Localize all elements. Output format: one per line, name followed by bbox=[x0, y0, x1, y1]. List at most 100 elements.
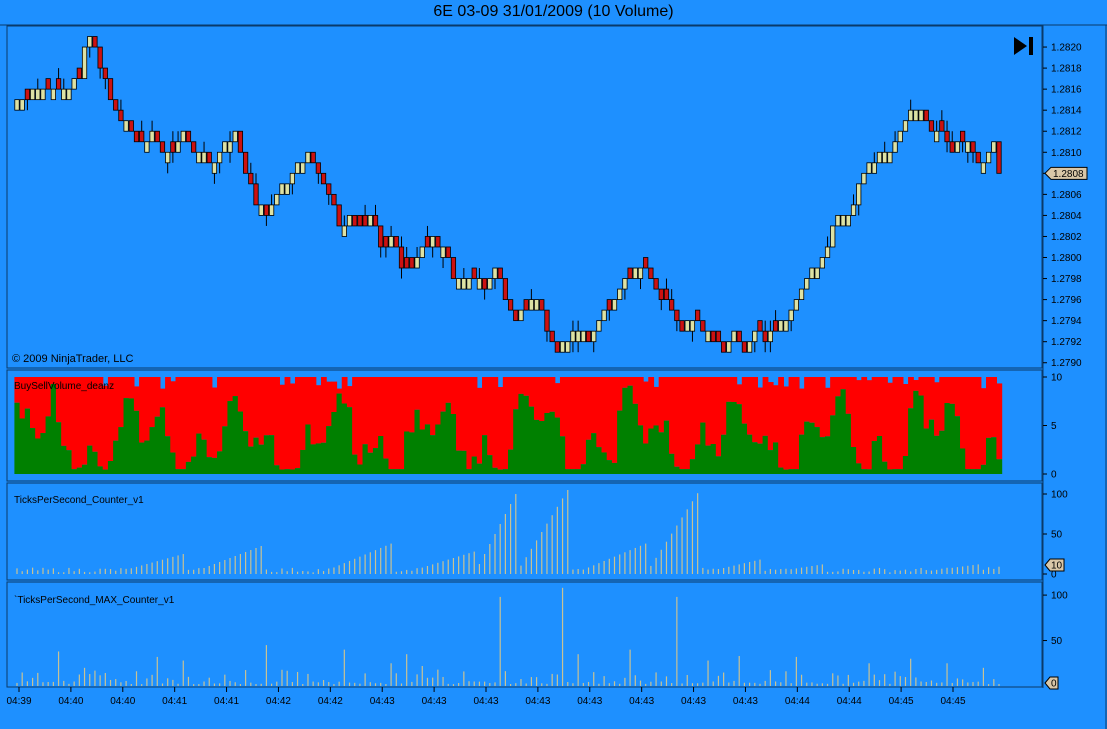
price-bar bbox=[92, 36, 98, 48]
price-bar bbox=[960, 130, 966, 153]
price-bar-body bbox=[274, 193, 280, 206]
buy-volume-bar bbox=[767, 450, 774, 474]
price-bar bbox=[398, 236, 405, 279]
price-bar-body bbox=[133, 130, 140, 143]
sell-volume-bar bbox=[310, 377, 317, 445]
buy-volume-bar bbox=[575, 469, 582, 474]
sell-volume-bar bbox=[798, 388, 805, 435]
sell-volume-bar bbox=[949, 377, 956, 404]
price-bar-body bbox=[934, 130, 940, 143]
price-bar-body bbox=[918, 109, 924, 122]
sell-volume-bar bbox=[404, 377, 410, 432]
price-bar-body bbox=[440, 246, 446, 258]
price-bar bbox=[393, 236, 399, 248]
price-bar bbox=[830, 225, 836, 248]
price-bar bbox=[341, 215, 347, 237]
price-bar-body bbox=[731, 330, 737, 343]
ticks-max-panel-label: `TicksPerSecond_MAX_Counter_v1 bbox=[14, 594, 175, 606]
sell-volume-bar bbox=[482, 377, 488, 436]
sell-volume-bar bbox=[674, 377, 681, 467]
price-bar-body bbox=[778, 320, 784, 332]
buy-volume-bar bbox=[232, 396, 239, 474]
price-bar-body bbox=[565, 341, 571, 353]
sell-volume-bar bbox=[637, 377, 644, 426]
price-bar-body bbox=[346, 215, 353, 227]
price-bar bbox=[559, 341, 566, 353]
price-bar bbox=[502, 278, 509, 300]
buy-volume-bar bbox=[695, 444, 701, 474]
buy-volume-bar bbox=[55, 422, 62, 474]
sell-volume-bar bbox=[856, 380, 862, 464]
price-bar bbox=[824, 236, 831, 258]
buy-volume-bar bbox=[606, 460, 613, 474]
buy-volume-bar bbox=[414, 409, 421, 474]
price-bar bbox=[757, 320, 763, 332]
price-bar bbox=[123, 120, 129, 132]
price-bar-body bbox=[476, 278, 483, 290]
buy-volume-bar bbox=[487, 455, 494, 474]
price-axis-label: 1.2794 bbox=[1051, 316, 1082, 327]
buy-volume-bar bbox=[918, 395, 925, 474]
price-bar bbox=[627, 267, 633, 279]
price-bar bbox=[409, 257, 415, 269]
price-bar-body bbox=[939, 120, 945, 132]
buy-volume-bar bbox=[133, 410, 140, 474]
sell-volume-bar bbox=[663, 377, 670, 421]
sell-volume-bar bbox=[882, 377, 888, 462]
price-bar-body bbox=[809, 267, 815, 279]
sell-volume-bar bbox=[471, 377, 478, 457]
buy-volume-bar bbox=[814, 427, 821, 474]
sell-volume-bar bbox=[476, 387, 483, 464]
price-bar bbox=[591, 330, 597, 353]
price-bar-body bbox=[539, 299, 545, 311]
sell-volume-bar bbox=[585, 377, 592, 440]
buy-volume-bar bbox=[165, 436, 171, 474]
price-bar-body bbox=[118, 109, 124, 122]
ticks-last-value-marker bbox=[1044, 558, 1065, 572]
sell-volume-bar bbox=[814, 377, 821, 428]
buysell-axis-label: 10 bbox=[1051, 373, 1063, 384]
sell-volume-bar bbox=[217, 377, 223, 452]
buy-volume-bar bbox=[866, 469, 873, 474]
buy-volume-bar bbox=[294, 468, 301, 474]
price-bar bbox=[310, 151, 316, 164]
price-bar-body bbox=[191, 141, 197, 153]
price-bar bbox=[154, 130, 160, 143]
sell-volume-bar bbox=[430, 377, 436, 436]
price-bar-body bbox=[513, 309, 519, 322]
price-bar-body bbox=[430, 236, 436, 248]
price-bar-body bbox=[497, 267, 503, 279]
price-bar-body bbox=[227, 141, 233, 153]
buy-volume-bar bbox=[731, 401, 738, 474]
price-bar bbox=[513, 309, 519, 322]
time-axis-label: 04:44 bbox=[785, 696, 810, 707]
buy-volume-bar bbox=[185, 461, 192, 474]
price-bar bbox=[695, 309, 701, 322]
sell-volume-bar bbox=[113, 377, 119, 441]
price-bar-body bbox=[632, 267, 638, 279]
sell-volume-bar bbox=[414, 377, 421, 410]
buy-volume-bar bbox=[336, 393, 343, 474]
panel-frame-3 bbox=[6, 482, 1043, 581]
sell-volume-bar bbox=[50, 377, 57, 384]
price-bar-body bbox=[653, 278, 659, 290]
sell-volume-bar bbox=[398, 377, 405, 470]
buy-volume-bar bbox=[305, 424, 312, 474]
sell-volume-bar bbox=[601, 377, 608, 453]
buy-volume-bar bbox=[674, 466, 681, 474]
price-bar bbox=[414, 246, 420, 269]
sell-volume-bar bbox=[762, 377, 769, 436]
price-bar bbox=[861, 172, 867, 185]
price-bar bbox=[772, 310, 779, 332]
price-bar-body bbox=[180, 130, 186, 143]
sell-volume-bar bbox=[928, 377, 935, 420]
sell-volume-bar bbox=[617, 377, 623, 411]
buy-volume-bar bbox=[954, 416, 961, 474]
price-bar bbox=[580, 330, 586, 343]
window-title: 6E 03-09 31/01/2009 (10 Volume) bbox=[433, 3, 674, 20]
price-bar-body bbox=[331, 193, 337, 206]
price-bar-body bbox=[40, 88, 46, 101]
price-bar-body bbox=[876, 151, 883, 164]
price-bar bbox=[928, 120, 935, 132]
price-bar bbox=[19, 99, 25, 111]
